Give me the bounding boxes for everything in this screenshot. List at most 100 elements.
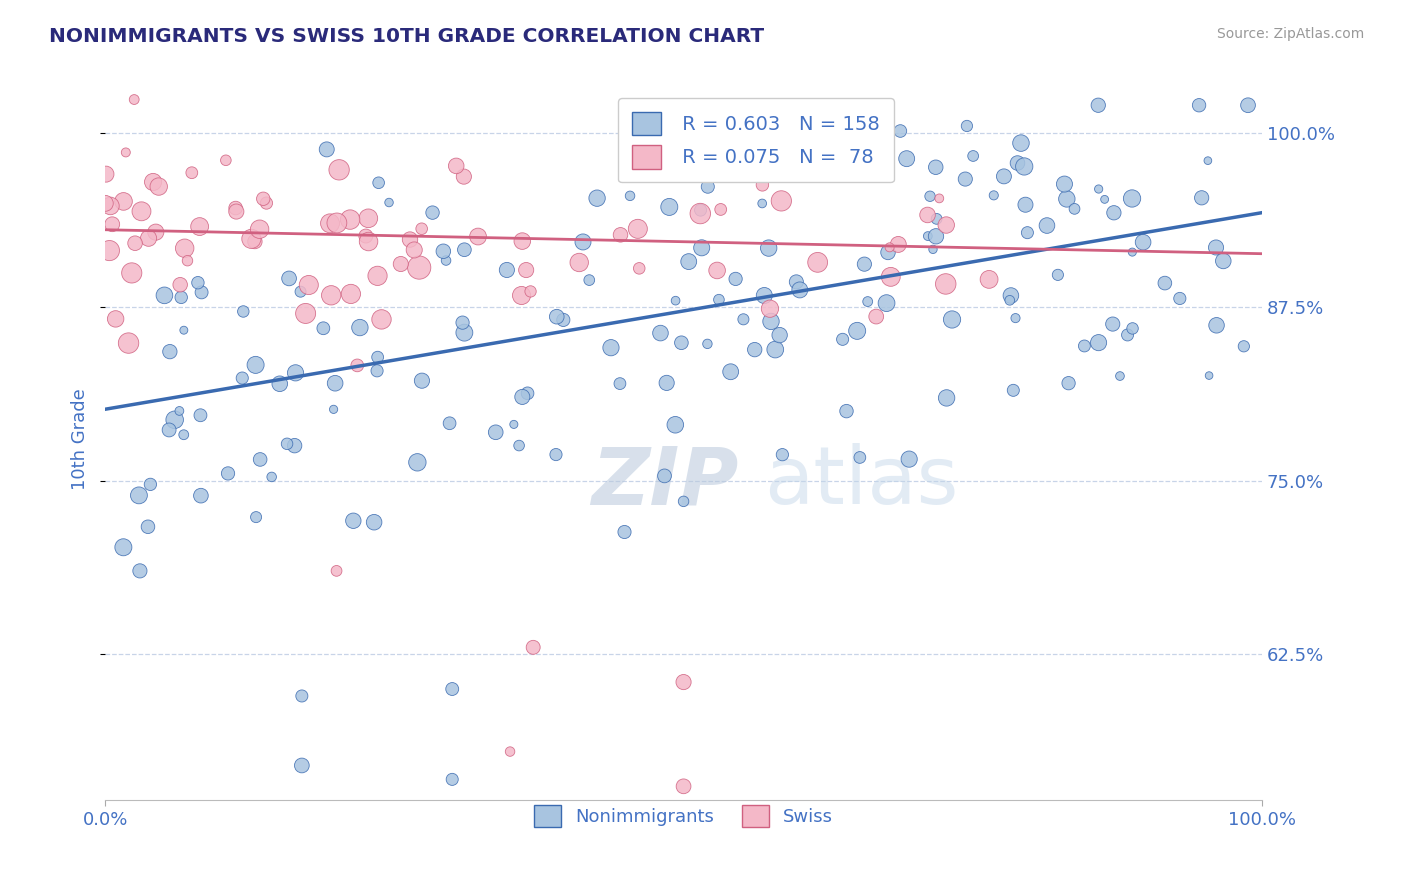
Point xyxy=(865,310,887,324)
Point xyxy=(609,227,631,242)
Point xyxy=(291,758,314,772)
Point xyxy=(1132,235,1154,250)
Point xyxy=(917,229,939,244)
Point xyxy=(411,374,433,388)
Point xyxy=(1122,321,1144,335)
Point xyxy=(733,312,755,326)
Point xyxy=(751,196,773,211)
Point xyxy=(1198,368,1220,383)
Point xyxy=(956,119,979,133)
Point xyxy=(138,231,160,245)
Point xyxy=(180,166,202,180)
Point xyxy=(1212,254,1234,268)
Point xyxy=(876,296,898,310)
Point xyxy=(169,277,191,292)
Point xyxy=(276,437,298,451)
Point xyxy=(112,541,135,555)
Point xyxy=(170,290,193,304)
Point xyxy=(328,162,350,177)
Point xyxy=(1197,153,1219,168)
Point xyxy=(1073,339,1095,353)
Point xyxy=(922,243,945,257)
Point xyxy=(502,417,524,432)
Text: NONIMMIGRANTS VS SWISS 10TH GRADE CORRELATION CHART: NONIMMIGRANTS VS SWISS 10TH GRADE CORREL… xyxy=(49,27,765,45)
Point xyxy=(1017,226,1039,240)
Point xyxy=(100,199,122,213)
Point xyxy=(690,241,713,255)
Point xyxy=(925,160,948,174)
Point xyxy=(245,510,267,524)
Point xyxy=(751,178,773,192)
Point xyxy=(998,293,1021,308)
Point xyxy=(853,257,876,271)
Point xyxy=(145,225,167,239)
Point xyxy=(453,243,475,257)
Point xyxy=(252,192,274,206)
Point xyxy=(370,312,392,326)
Point xyxy=(339,212,361,227)
Point xyxy=(215,153,238,168)
Point xyxy=(689,206,711,220)
Point xyxy=(983,188,1005,202)
Point xyxy=(129,564,152,578)
Point xyxy=(925,211,948,226)
Point xyxy=(269,376,291,391)
Point xyxy=(243,235,266,249)
Point xyxy=(1101,317,1123,331)
Point xyxy=(260,470,283,484)
Point xyxy=(766,99,789,113)
Point xyxy=(1188,98,1211,112)
Point xyxy=(231,371,253,385)
Point xyxy=(240,232,263,246)
Point xyxy=(378,195,401,210)
Point xyxy=(510,390,533,404)
Point xyxy=(190,285,212,300)
Point xyxy=(217,467,239,481)
Point xyxy=(367,350,389,364)
Point xyxy=(707,293,730,307)
Point xyxy=(176,253,198,268)
Point xyxy=(187,276,209,290)
Point xyxy=(142,175,165,189)
Point xyxy=(672,780,695,794)
Point xyxy=(136,520,159,534)
Point xyxy=(935,218,957,232)
Point xyxy=(346,359,368,373)
Point xyxy=(619,189,641,203)
Point xyxy=(770,448,793,462)
Point xyxy=(284,366,307,380)
Point xyxy=(898,452,921,467)
Point xyxy=(323,376,346,391)
Point xyxy=(544,448,567,462)
Point xyxy=(962,149,984,163)
Point xyxy=(139,477,162,491)
Point xyxy=(117,336,139,351)
Point xyxy=(322,402,344,417)
Point xyxy=(153,288,176,302)
Point xyxy=(485,425,508,440)
Point xyxy=(121,266,143,280)
Point xyxy=(689,203,711,218)
Point xyxy=(522,640,544,655)
Point xyxy=(290,285,312,299)
Point xyxy=(406,455,429,469)
Point xyxy=(225,201,247,215)
Point xyxy=(163,413,186,427)
Point xyxy=(363,515,385,529)
Point xyxy=(496,263,519,277)
Point xyxy=(889,124,911,138)
Point xyxy=(159,344,181,359)
Point xyxy=(1007,156,1029,170)
Point xyxy=(122,93,145,107)
Point xyxy=(408,260,430,275)
Point xyxy=(114,145,136,160)
Point xyxy=(672,494,695,508)
Point xyxy=(758,241,780,255)
Point xyxy=(831,332,853,346)
Point xyxy=(789,283,811,297)
Point xyxy=(444,159,467,173)
Point xyxy=(367,268,389,283)
Point xyxy=(399,233,422,247)
Point xyxy=(763,343,786,357)
Point xyxy=(157,423,180,437)
